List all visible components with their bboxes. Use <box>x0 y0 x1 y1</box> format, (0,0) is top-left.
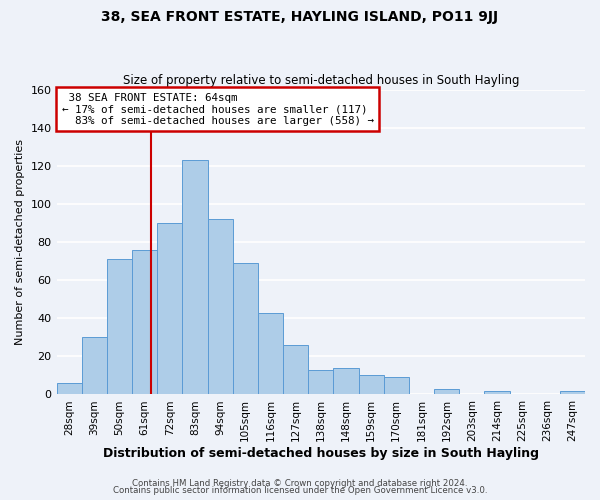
Y-axis label: Number of semi-detached properties: Number of semi-detached properties <box>15 139 25 345</box>
Bar <box>434 388 459 394</box>
Bar <box>82 338 107 394</box>
Bar <box>334 368 359 394</box>
Bar <box>560 390 585 394</box>
Bar <box>484 390 509 394</box>
Bar <box>132 250 157 394</box>
Bar <box>359 376 383 394</box>
Bar <box>258 312 283 394</box>
Bar <box>283 345 308 395</box>
Bar <box>308 370 334 394</box>
Text: Contains HM Land Registry data © Crown copyright and database right 2024.: Contains HM Land Registry data © Crown c… <box>132 478 468 488</box>
Bar <box>157 223 182 394</box>
X-axis label: Distribution of semi-detached houses by size in South Hayling: Distribution of semi-detached houses by … <box>103 447 539 460</box>
Title: Size of property relative to semi-detached houses in South Hayling: Size of property relative to semi-detach… <box>122 74 519 87</box>
Text: Contains public sector information licensed under the Open Government Licence v3: Contains public sector information licen… <box>113 486 487 495</box>
Text: 38, SEA FRONT ESTATE, HAYLING ISLAND, PO11 9JJ: 38, SEA FRONT ESTATE, HAYLING ISLAND, PO… <box>101 10 499 24</box>
Bar <box>208 219 233 394</box>
Bar <box>383 378 409 394</box>
Bar <box>56 383 82 394</box>
Bar <box>107 259 132 394</box>
Text: 38 SEA FRONT ESTATE: 64sqm
← 17% of semi-detached houses are smaller (117)
  83%: 38 SEA FRONT ESTATE: 64sqm ← 17% of semi… <box>62 92 374 126</box>
Bar <box>233 263 258 394</box>
Bar <box>182 160 208 394</box>
